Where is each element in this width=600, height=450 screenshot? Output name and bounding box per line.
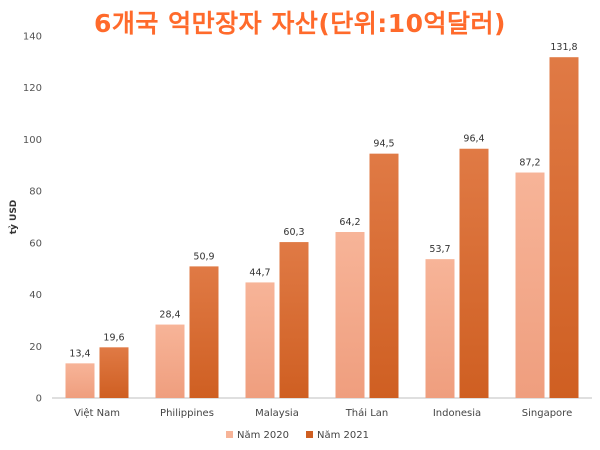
legend-label: Năm 2020 <box>237 430 289 441</box>
y-tick-label: 0 <box>36 394 42 405</box>
y-tick-label: 80 <box>29 187 42 198</box>
bar-2020 <box>515 172 545 398</box>
bar-2021 <box>99 347 129 398</box>
data-label: 60,3 <box>283 227 304 238</box>
y-tick-label: 140 <box>23 32 42 43</box>
x-tick-label: Philippines <box>160 408 214 419</box>
data-label: 53,7 <box>429 244 450 255</box>
data-label: 87,2 <box>519 158 540 169</box>
y-tick-label: 20 <box>29 342 42 353</box>
bar-2021 <box>549 57 579 399</box>
chart-title: 6개국 억만장자 자산(단위:10억달러) <box>94 9 506 38</box>
bar-2021 <box>189 266 219 398</box>
x-tick-label: Indonesia <box>433 408 481 419</box>
bar-2020 <box>245 282 275 398</box>
data-label: 94,5 <box>373 139 394 150</box>
x-tick-label: Việt Nam <box>74 407 120 419</box>
data-label: 13,4 <box>69 348 90 359</box>
y-axis-label: tỷ USD <box>8 200 19 235</box>
x-tick-label: Thái Lan <box>345 407 389 419</box>
data-label: 96,4 <box>463 134 484 145</box>
bar-2021 <box>279 242 309 398</box>
bar-2020 <box>65 363 95 398</box>
y-tick-label: 120 <box>23 83 42 94</box>
bar-2021 <box>459 148 489 398</box>
y-tick-label: 60 <box>29 238 42 249</box>
bar-2021 <box>369 153 399 398</box>
data-label: 64,2 <box>339 217 360 228</box>
data-label: 50,9 <box>193 251 214 262</box>
x-tick-label: Singapore <box>522 408 572 419</box>
x-tick-label: Malaysia <box>255 408 299 419</box>
y-tick-label: 40 <box>29 290 42 301</box>
bar-2020 <box>335 231 365 398</box>
data-label: 44,7 <box>249 267 270 278</box>
bar-2020 <box>425 259 455 398</box>
legend-swatch <box>226 431 233 438</box>
data-label: 19,6 <box>103 332 124 343</box>
bar-2020 <box>155 324 185 398</box>
legend-swatch <box>306 431 313 438</box>
y-tick-label: 100 <box>23 135 42 146</box>
legend-label: Năm 2021 <box>317 430 369 441</box>
data-label: 28,4 <box>159 310 180 321</box>
data-label: 131,8 <box>550 42 577 53</box>
